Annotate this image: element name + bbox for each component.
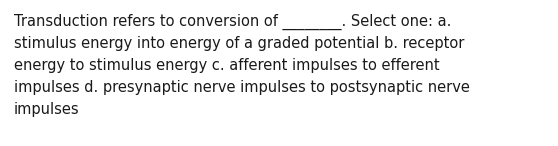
- Text: energy to stimulus energy c. afferent impulses to efferent: energy to stimulus energy c. afferent im…: [14, 58, 440, 73]
- Text: impulses: impulses: [14, 102, 80, 117]
- Text: stimulus energy into energy of a graded potential b. receptor: stimulus energy into energy of a graded …: [14, 36, 464, 51]
- Text: Transduction refers to conversion of ________. Select one: a.: Transduction refers to conversion of ___…: [14, 14, 451, 30]
- Text: impulses d. presynaptic nerve impulses to postsynaptic nerve: impulses d. presynaptic nerve impulses t…: [14, 80, 470, 95]
